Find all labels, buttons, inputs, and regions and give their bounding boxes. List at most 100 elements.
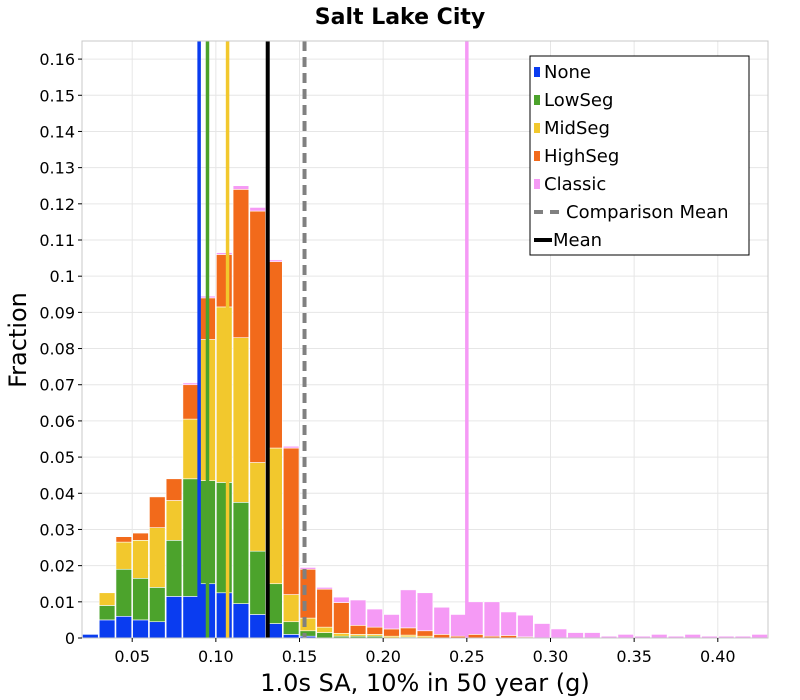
legend-swatch-classic [534, 179, 540, 189]
bar-highseg [282, 447, 300, 595]
bar-lowseg [232, 502, 250, 604]
bar-classic [366, 608, 383, 628]
bar-classic [349, 599, 367, 626]
bar-none [115, 615, 132, 639]
bar-highseg [232, 189, 250, 338]
y-tick-label: 0.06 [39, 412, 75, 431]
bar-highseg [249, 210, 266, 463]
bar-midseg [182, 418, 199, 480]
bar-classic [617, 634, 634, 639]
legend-swatch-midseg [534, 123, 540, 133]
y-tick-label: 0.05 [39, 448, 75, 467]
legend-swatch-lowseg [534, 95, 540, 105]
legend-label-lowseg: LowSeg [544, 90, 613, 111]
bar-classic [299, 567, 317, 570]
y-tick-label: 0.04 [39, 484, 75, 503]
bar-classic [249, 207, 266, 212]
bar-classic [567, 632, 584, 639]
bar-highseg [182, 384, 199, 420]
bar-classic [684, 634, 701, 639]
bar-classic [483, 601, 501, 637]
x-tick-label: 0.25 [449, 647, 485, 666]
bar-none [282, 634, 300, 639]
bar-classic [533, 623, 551, 639]
y-tick-label: 0.1 [50, 267, 75, 286]
y-axis-label: Fraction [4, 292, 32, 388]
x-tick-label: 0.20 [365, 647, 401, 666]
bar-none [249, 614, 266, 639]
bar-classic [467, 601, 484, 635]
bar-highseg [115, 536, 132, 543]
bar-none [216, 592, 233, 639]
bar-lowseg [98, 605, 116, 621]
bar-midseg [115, 541, 132, 570]
bar-highseg [433, 634, 450, 639]
legend-swatch-none [534, 67, 540, 77]
bar-none [82, 634, 99, 639]
y-tick-label: 0.16 [39, 50, 75, 69]
legend: None LowSeg MidSeg HighSeg Classic Comparison… [529, 55, 750, 256]
bar-highseg [165, 478, 183, 501]
bar-midseg [98, 592, 116, 606]
y-tick-label: 0.01 [39, 593, 75, 612]
y-tick-label: 0.07 [39, 376, 75, 395]
bar-midseg [132, 540, 149, 579]
legend-label-classic: Classic [544, 174, 606, 195]
bar-classic [450, 614, 467, 637]
x-tick-label: 0.30 [533, 647, 569, 666]
legend-label-midseg: MidSeg [544, 118, 610, 139]
y-tick-label: 0.14 [39, 122, 75, 141]
bar-classic [400, 589, 417, 629]
bar-classic [316, 587, 333, 590]
bar-highseg [349, 625, 367, 635]
bar-highseg [316, 588, 333, 628]
y-tick-label: 0.03 [39, 520, 75, 539]
bar-classic [751, 634, 768, 639]
bar-none [165, 596, 183, 639]
bar-highseg [400, 627, 417, 636]
bar-none [232, 603, 250, 639]
bar-none [149, 621, 166, 639]
bar-midseg [149, 527, 166, 588]
x-tick-label: 0.15 [282, 647, 318, 666]
y-axis-ticks: 0 0.01 0.02 0.03 0.04 0.05 0.06 0.07 0.08 0.09 0.1… [39, 50, 82, 648]
bar-highseg [132, 532, 149, 541]
bar-none [98, 619, 116, 639]
y-tick-label: 0.13 [39, 159, 75, 178]
legend-box [529, 55, 750, 256]
bar-lowseg [216, 482, 233, 594]
bar-midseg [316, 626, 333, 633]
bar-classic [383, 614, 400, 630]
bar-midseg [249, 462, 266, 552]
y-tick-label: 0.15 [39, 86, 75, 105]
bar-midseg [333, 632, 350, 637]
bar-midseg [216, 306, 233, 483]
y-tick-label: 0.12 [39, 195, 75, 214]
legend-label-none: None [544, 62, 591, 83]
bar-classic [416, 592, 434, 632]
bar-none [182, 596, 199, 639]
x-tick-label: 0.35 [616, 647, 652, 666]
bar-classic [651, 634, 668, 639]
histogram-bars [82, 185, 768, 639]
bar-lowseg [115, 568, 132, 617]
x-axis-label: 1.0s SA, 10% in 50 year (g) [260, 669, 589, 697]
y-tick-label: 0 [65, 629, 75, 648]
bar-lowseg [132, 577, 149, 621]
bar-classic [550, 628, 568, 639]
bar-highseg [416, 630, 434, 637]
y-tick-label: 0.08 [39, 340, 75, 359]
bar-classic [182, 382, 199, 386]
legend-label-comparison-mean: Comparison Mean [566, 202, 729, 223]
bar-none [132, 619, 149, 639]
bar-highseg [366, 626, 383, 635]
bar-highseg [383, 628, 400, 637]
bar-lowseg [316, 632, 333, 639]
bar-classic [517, 614, 534, 638]
bar-midseg [165, 500, 183, 541]
bar-highseg [467, 634, 484, 639]
chart-title: Salt Lake City [315, 5, 485, 30]
bar-highseg [149, 496, 166, 528]
bar-classic [433, 606, 450, 635]
